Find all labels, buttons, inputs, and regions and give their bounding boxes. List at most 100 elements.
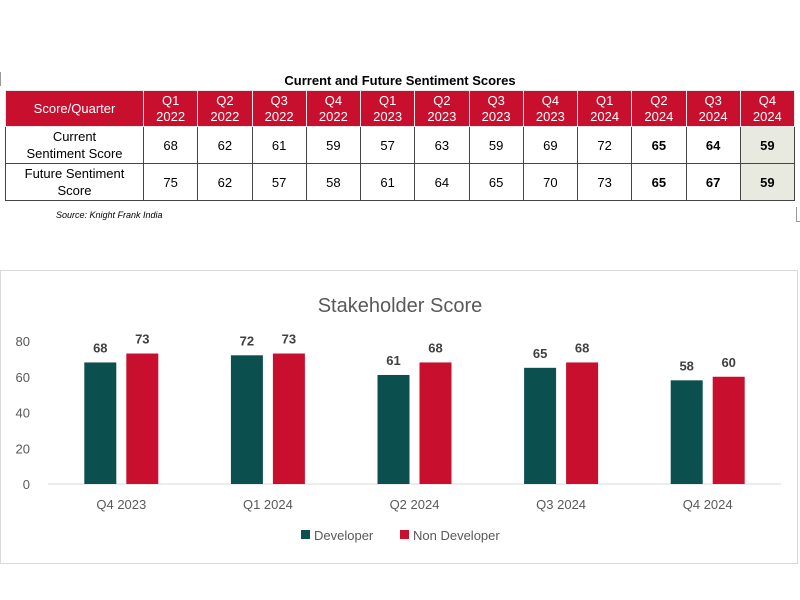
source-note: Source: Knight Frank India (56, 210, 163, 220)
table-cell: 59 (305, 126, 362, 164)
data-label: 68 (428, 340, 442, 355)
x-tick-label: Q1 2024 (243, 497, 293, 512)
column-header-line: 2022 (210, 108, 240, 124)
table-cell: 61 (359, 163, 416, 201)
column-header-line: 2024 (698, 108, 728, 124)
table-row: Future Sentiment Score 75 62 57 58 61 64 65 70 73 6… (5, 163, 796, 201)
table-cell: 57 (251, 163, 307, 201)
row-label-line: Score (57, 183, 92, 198)
corner-header: Score/Quarter (5, 90, 144, 127)
column-header-line: Q2 (216, 92, 234, 108)
bar-non-developer (712, 376, 745, 484)
column-header-line: Q3 (270, 92, 288, 108)
column-header-line: Q3 (487, 92, 505, 108)
table-cell: 62 (197, 163, 253, 201)
table-cell: 59 (739, 126, 796, 164)
row-label-line: Future Sentiment (24, 166, 125, 181)
x-tick-label: Q4 2023 (96, 497, 146, 512)
bar-developer (524, 367, 557, 484)
column-header-line: Q2 (433, 92, 451, 108)
data-label: 60 (721, 355, 735, 370)
column-header-line: Q4 (541, 92, 560, 108)
data-label: 73 (135, 332, 149, 347)
column-header-line: Q4 (324, 92, 343, 108)
legend-label: Non Developer (413, 528, 500, 543)
data-label: 68 (93, 340, 107, 355)
column-header-line: 2023 (535, 108, 565, 124)
column-header-line: Q1 (378, 92, 397, 108)
table-cell: 57 (359, 126, 416, 164)
column-header-line: Q3 (704, 92, 722, 108)
x-tick-label: Q2 2024 (390, 497, 440, 512)
column-header: Q2 2024 (631, 90, 687, 127)
table-cell: 62 (197, 126, 253, 164)
data-label: 72 (240, 333, 254, 348)
column-header: Q4 2022 (305, 90, 362, 127)
column-header-line: 2022 (156, 108, 186, 124)
legend-swatch (301, 530, 310, 539)
x-tick-label: Q3 2024 (536, 497, 586, 512)
table-cell: 65 (631, 163, 687, 201)
column-header-line: 2024 (644, 108, 674, 124)
table-cell: 73 (576, 163, 633, 201)
table-cell: 72 (576, 126, 633, 164)
data-label: 65 (533, 346, 547, 361)
table-cell: 59 (739, 163, 796, 201)
table-body: Current Sentiment Score 68 62 61 59 57 63 59 69 72… (5, 126, 796, 201)
table-cell: 68 (142, 126, 199, 164)
bar-developer (670, 380, 703, 484)
column-header-line: Q2 (650, 92, 668, 108)
column-header-line: Q1 (595, 92, 614, 108)
table-header-row: Score/Quarter Q1 2022 Q2 2022 Q3 2022 Q4 2022 Q1… (5, 90, 796, 127)
data-label: 61 (386, 353, 400, 368)
legend-swatch (400, 530, 409, 539)
column-header: Q2 2022 (197, 90, 253, 127)
sentiment-table: Score/Quarter Q1 2022 Q2 2022 Q3 2022 Q4 2022 Q1… (5, 90, 796, 201)
table-cell: 70 (522, 163, 579, 201)
column-header: Q4 2024 (739, 90, 796, 127)
bar-developer (377, 374, 410, 484)
column-header-line: 2024 (752, 108, 782, 124)
column-header: Q1 2022 (142, 90, 199, 127)
bar-non-developer (566, 362, 599, 484)
data-label: 68 (575, 340, 589, 355)
bar-non-developer (272, 353, 305, 484)
row-label: Current Sentiment Score (5, 126, 144, 164)
table-cell: 58 (305, 163, 362, 201)
table-cell: 61 (251, 126, 307, 164)
table-cell: 69 (522, 126, 579, 164)
chart-canvas: Stakeholder Score 0 20 40 60 80 Q4 2023 68 73 Q1 … (16, 295, 781, 543)
table-cell: 64 (414, 163, 470, 201)
table-cell: 65 (631, 126, 687, 164)
column-header: Q3 2024 (685, 90, 741, 127)
y-tick-label: 80 (16, 334, 30, 349)
table-cell: 67 (685, 163, 741, 201)
column-header-line: 2023 (373, 108, 403, 124)
column-header-line: 2022 (318, 108, 348, 124)
chart-title: Stakeholder Score (318, 295, 483, 317)
table-cell: 75 (142, 163, 199, 201)
table-row: Current Sentiment Score 68 62 61 59 57 63 59 69 72… (5, 126, 796, 164)
y-tick-label: 0 (23, 477, 30, 492)
cell-marker (796, 207, 800, 222)
column-header-line: 2023 (481, 108, 511, 124)
data-label: 73 (282, 332, 296, 347)
bar-developer (230, 355, 263, 484)
table-cell: 63 (414, 126, 470, 164)
table-cell: 59 (468, 126, 524, 164)
table-cell: 65 (468, 163, 524, 201)
stakeholder-chart: Stakeholder Score 0 20 40 60 80 Q4 2023 68 73 Q1 … (0, 270, 798, 564)
sentiment-table-section: Current and Future Sentiment Scores Scor… (0, 70, 800, 230)
column-header-line: 2024 (590, 108, 620, 124)
y-tick-label: 40 (16, 406, 30, 421)
column-header: Q2 2023 (414, 90, 470, 127)
column-header-line: 2022 (264, 108, 294, 124)
table-cell: 64 (685, 126, 741, 164)
column-header: Q3 2023 (468, 90, 524, 127)
column-header: Q3 2022 (251, 90, 307, 127)
cell-marker (0, 72, 3, 86)
row-label-line: Current (52, 129, 97, 144)
y-tick-label: 20 (16, 441, 30, 456)
column-header: Q1 2023 (359, 90, 416, 127)
y-tick-label: 60 (16, 370, 30, 385)
